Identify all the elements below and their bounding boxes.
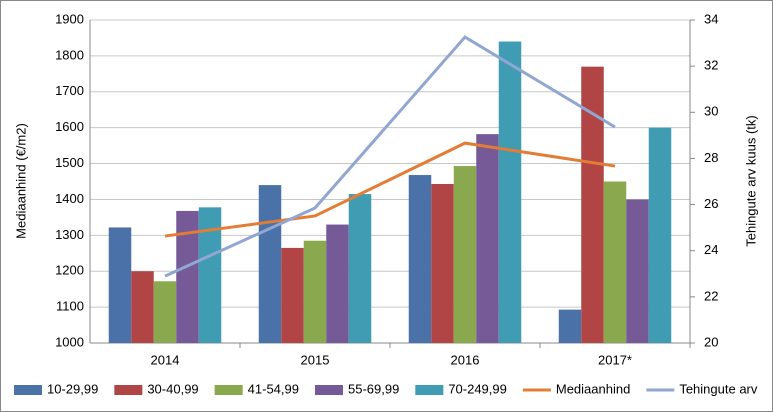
y2-tick-label: 32 [704, 58, 718, 73]
bar [558, 309, 582, 343]
legend-label: Mediaanhind [556, 381, 630, 396]
legend-swatch [214, 385, 243, 395]
y2-tick-label: 28 [704, 150, 718, 165]
y2-tick-label: 34 [704, 11, 718, 26]
y-axis-label: Mediaanhind (€/m2) [13, 123, 28, 239]
legend-swatch [14, 385, 42, 395]
legend-swatch [314, 385, 343, 395]
bar [198, 207, 222, 343]
bar [131, 271, 154, 343]
legend-swatch [114, 385, 143, 395]
legend-label: 41-54,99 [248, 381, 299, 396]
legend-label: 70-249,99 [448, 381, 507, 396]
bar [303, 240, 327, 343]
y2-tick-label: 30 [704, 104, 718, 119]
x-tick-label: 2017* [598, 352, 632, 367]
legend-label: Tehingute arv [679, 381, 758, 396]
bar [176, 210, 199, 343]
bar [498, 41, 522, 344]
line [164, 35, 616, 278]
legend-swatch [415, 385, 444, 395]
x-tick-label: 2015 [301, 352, 330, 367]
legend-label: 55-69,99 [348, 381, 399, 396]
legend-label: 30-40,99 [147, 381, 198, 396]
bar [431, 184, 454, 343]
y2-axis-label: Tehingute arv kuus (tk) [743, 115, 758, 247]
x-tick-label: 2016 [451, 352, 480, 367]
y-tick-label: 1700 [55, 83, 84, 98]
y-tick-label: 1800 [55, 47, 84, 62]
bar [453, 166, 477, 343]
y2-tick-label: 26 [704, 196, 718, 211]
y-tick-label: 1100 [56, 299, 84, 314]
y-tick-label: 1900 [55, 11, 84, 26]
y-tick-label: 1000 [55, 334, 84, 349]
bar [476, 134, 499, 343]
y-tick-label: 1400 [55, 191, 84, 206]
bar [281, 247, 304, 343]
bar [648, 127, 672, 344]
y-tick-label: 1300 [55, 227, 84, 242]
bar [603, 181, 627, 343]
y-tick-label: 1200 [55, 263, 84, 278]
legend-label: 10-29,99 [47, 381, 98, 396]
y-tick-label: 1600 [55, 119, 84, 134]
bar [108, 227, 132, 343]
bar [348, 194, 372, 343]
bar [258, 185, 282, 343]
y2-tick-label: 20 [704, 334, 718, 349]
bar [326, 224, 349, 343]
bar [581, 66, 604, 344]
y-tick-label: 1500 [55, 155, 84, 170]
y2-tick-label: 22 [704, 288, 718, 303]
x-tick-label: 2014 [151, 352, 180, 367]
bar [626, 199, 649, 343]
y2-tick-label: 24 [704, 242, 718, 257]
bar [153, 281, 177, 343]
bar [408, 175, 432, 343]
line [164, 141, 616, 238]
